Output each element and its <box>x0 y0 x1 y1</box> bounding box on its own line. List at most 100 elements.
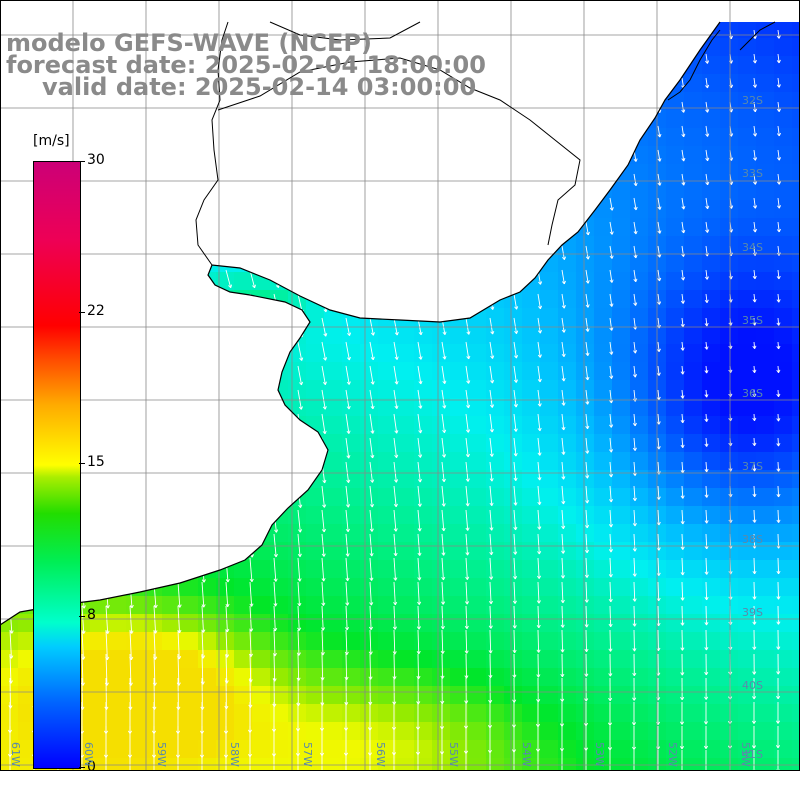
wind-arrow <box>632 437 637 451</box>
wind-arrow <box>512 653 517 678</box>
wind-arrow <box>129 485 135 510</box>
field-cell <box>144 254 163 273</box>
field-cell <box>108 362 127 381</box>
field-cell <box>720 92 739 111</box>
field-cell <box>504 164 523 183</box>
coastline <box>0 21 776 626</box>
field-cell <box>126 362 145 381</box>
field-cell <box>738 578 757 597</box>
field-cell <box>558 632 577 651</box>
field-cell <box>756 578 775 597</box>
field-cell <box>288 236 307 255</box>
field-cell <box>144 416 163 435</box>
field-cell <box>738 722 757 741</box>
wind-arrow <box>512 677 517 703</box>
field-cell <box>774 200 793 219</box>
field-cell <box>252 560 271 579</box>
field-cell <box>720 578 739 597</box>
field-cell <box>738 56 757 75</box>
title-valid-date: valid date: 2025-02-14 03:00:00 <box>42 73 477 101</box>
field-cell <box>126 164 145 183</box>
field-cell <box>252 614 271 633</box>
field-cell <box>90 218 109 237</box>
wind-arrow <box>201 437 208 460</box>
field-cell <box>324 668 343 687</box>
field-cell <box>756 650 775 669</box>
field-cell <box>162 218 181 237</box>
field-cell <box>234 128 253 147</box>
field-cell <box>558 470 577 489</box>
field-cell <box>612 290 631 309</box>
field-cell <box>558 308 577 327</box>
wind-arrow <box>177 437 184 460</box>
field-cell <box>486 74 505 93</box>
field-cell <box>342 722 361 741</box>
field-cell <box>360 506 379 525</box>
field-cell <box>774 632 793 651</box>
field-cell <box>396 758 415 770</box>
field-cell <box>630 758 649 770</box>
field-cell <box>180 146 199 165</box>
wind-arrow <box>81 269 89 289</box>
wind-arrow <box>441 125 447 140</box>
field-cell <box>144 686 163 705</box>
field-cell <box>360 200 379 219</box>
wind-arrow <box>225 509 231 534</box>
field-cell <box>396 326 415 345</box>
field-cell <box>234 236 253 255</box>
wind-arrow <box>81 750 83 770</box>
field-cell <box>306 686 325 705</box>
field-cell <box>216 632 235 651</box>
wind-arrow <box>177 509 183 534</box>
wind-arrow <box>465 533 470 556</box>
field-cell <box>360 686 379 705</box>
field-cell <box>792 524 800 543</box>
wind-arrow <box>177 557 182 583</box>
wind-arrow <box>489 197 495 213</box>
wind-arrow <box>465 437 470 458</box>
field-cell <box>90 758 109 770</box>
field-cell <box>450 380 469 399</box>
field-cell <box>90 272 109 291</box>
wind-arrow <box>129 245 137 264</box>
field-cell <box>234 362 253 381</box>
field-cell <box>738 542 757 561</box>
field-cell <box>396 272 415 291</box>
field-cell <box>684 596 703 615</box>
wind-arrow <box>561 245 567 260</box>
field-cell <box>720 668 739 687</box>
field-cell <box>666 128 685 147</box>
wind-arrow <box>680 317 685 328</box>
field-cell <box>234 632 253 651</box>
wind-arrow <box>537 461 542 481</box>
field-cell <box>144 668 163 687</box>
field-cell <box>774 722 793 741</box>
field-cell <box>198 650 217 669</box>
field-cell <box>720 650 739 669</box>
field-cell <box>216 650 235 669</box>
wind-arrow <box>321 341 328 361</box>
field-cell <box>180 758 199 770</box>
field-cell <box>504 506 523 525</box>
wind-arrow <box>489 221 495 237</box>
field-cell <box>324 488 343 507</box>
border-brazil <box>217 57 581 246</box>
wind-arrow <box>512 605 517 629</box>
wind-arrow <box>273 581 278 607</box>
field-cell <box>702 362 721 381</box>
field-cell <box>360 722 379 741</box>
field-cell <box>468 722 487 741</box>
wind-arrow <box>225 269 233 289</box>
field-cell <box>576 416 595 435</box>
field-cell <box>126 704 145 723</box>
wind-arrow <box>657 53 662 65</box>
field-cell <box>576 434 595 453</box>
field-cell <box>612 380 631 399</box>
wind-arrow <box>752 413 757 422</box>
field-cell <box>594 488 613 507</box>
wind-arrow <box>703 726 709 749</box>
field-cell <box>216 668 235 687</box>
field-cell <box>576 596 595 615</box>
field-cell <box>720 308 739 327</box>
field-cell <box>486 272 505 291</box>
